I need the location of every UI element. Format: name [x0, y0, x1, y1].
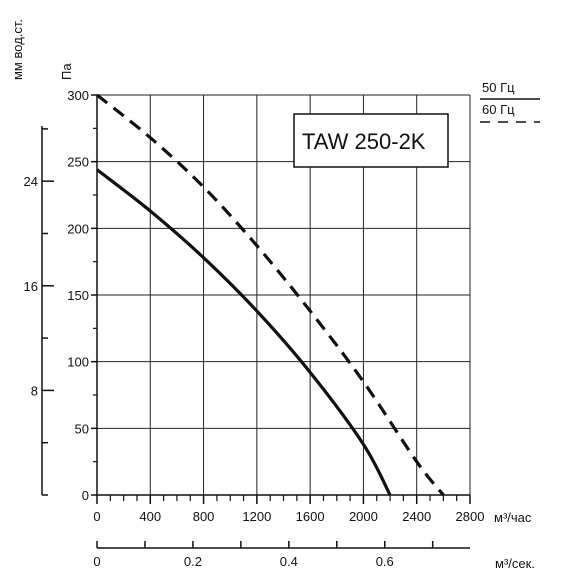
x2-tick-label: 0.6: [376, 554, 394, 569]
y-tick-label: 100: [67, 355, 89, 370]
chart-title: TAW 250-2K: [302, 129, 426, 154]
y-tick-label: 0: [82, 488, 89, 503]
y2-tick-label: 24: [24, 174, 38, 189]
legend-label-50hz: 50 Гц: [482, 80, 515, 95]
series-line-60hz: [96, 93, 445, 497]
x-tick-label: 800: [193, 509, 215, 524]
title-box: [293, 113, 449, 168]
x2-tick-label: 0.2: [184, 554, 202, 569]
x-tick-label: 0: [93, 509, 100, 524]
x-axis-secondary-label: м³/сек.: [495, 556, 535, 571]
y-tick-label: 50: [75, 421, 89, 436]
data-series: [96, 93, 445, 497]
y-tick-label: 200: [67, 221, 89, 236]
y-tick-label: 300: [67, 88, 89, 103]
x-tick-label: 2000: [349, 509, 378, 524]
legend-label-60hz: 60 Гц: [482, 102, 515, 117]
y-axis-secondary-label: мм вод.ст.: [10, 19, 25, 80]
y-tick-label: 250: [67, 155, 89, 170]
x2-tick-label: 0: [93, 554, 100, 569]
x-tick-label: 400: [139, 509, 161, 524]
y-axis-primary-label: Па: [59, 63, 74, 80]
x-tick-label: 1200: [242, 509, 271, 524]
series-line-50hz: [96, 168, 392, 496]
x-tick-label: 1600: [296, 509, 325, 524]
x-tick-label: 2400: [402, 509, 431, 524]
x2-tick-label: 0.4: [280, 554, 298, 569]
y-tick-label: 150: [67, 288, 89, 303]
x-axis-primary-label: м³/час: [494, 510, 532, 525]
x-tick-label: 2800: [456, 509, 485, 524]
y2-tick-label: 16: [24, 279, 38, 294]
y2-tick-label: 8: [31, 383, 38, 398]
tick-marks: [42, 94, 471, 548]
